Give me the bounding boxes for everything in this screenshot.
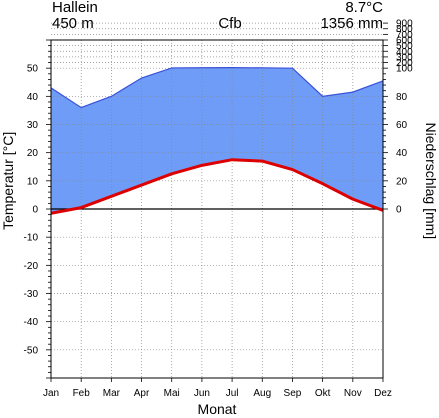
y2-axis-label: Niederschlag [mm]: [423, 122, 439, 239]
y-tick-label: 10: [27, 176, 39, 187]
y2-tick-label: 0: [396, 205, 402, 216]
y-tick-label: -40: [24, 317, 39, 328]
lines-layer: [50, 67, 384, 215]
y-tick-label: 30: [27, 120, 39, 131]
y2-tick-label: 500: [396, 41, 413, 52]
x-tick-label: Sep: [284, 388, 302, 399]
y2-tick-label: 600: [396, 36, 413, 47]
x-tick-label: Jan: [43, 388, 59, 399]
x-tick-label: Feb: [73, 388, 91, 399]
y-tick-label: -10: [24, 233, 39, 244]
temperature-line: [50, 158, 384, 215]
y-tick-label: 0: [32, 205, 38, 216]
y-tick-label: 20: [27, 148, 39, 159]
y2-tick-label: 40: [396, 148, 408, 159]
climate-classification: Cfb: [218, 15, 242, 32]
x-tick-label: Jun: [194, 388, 210, 399]
y2-tick-label: 100: [396, 64, 413, 75]
y2-tick-label: 400: [396, 47, 413, 58]
x-tick-label: Mai: [164, 388, 180, 399]
x-tick-label: Apr: [134, 388, 150, 399]
annual-mean-temperature: 8.7°C: [345, 0, 383, 16]
x-tick-label: Okt: [315, 388, 331, 399]
x-tick-label: Jul: [226, 388, 239, 399]
annual-precipitation: 1356 mm: [320, 15, 383, 32]
y2-tick-label: 800: [396, 24, 413, 35]
y2-tick-label: 20: [396, 176, 408, 187]
x-tick-label: Mar: [103, 388, 121, 399]
x-tick-label: Nov: [344, 388, 362, 399]
x-tick-label: Dez: [374, 388, 392, 399]
y-tick-label: 50: [27, 64, 39, 75]
x-tick-label: Aug: [253, 388, 271, 399]
station-elevation: 450 m: [52, 15, 94, 32]
y2-tick-label: 700: [396, 30, 413, 41]
y2-tick-label: 80: [396, 92, 408, 103]
y-tick-label: -30: [24, 289, 39, 300]
y2-tick-label: 300: [396, 52, 413, 63]
fill-layer: [51, 67, 383, 214]
y2-tick-label: 900: [396, 19, 413, 30]
precipitation-line: [50, 67, 384, 109]
axes-layer: -50-40-30-20-100102030405002040608010020…: [24, 19, 414, 399]
y2-tick-label: 60: [396, 120, 408, 131]
y-axis-label: Temperatur [°C]: [0, 132, 16, 230]
station-name: Hallein: [52, 0, 98, 16]
humid-area: [51, 68, 383, 214]
x-axis-label: Monat: [198, 401, 237, 417]
y2-tick-label: 200: [396, 58, 413, 69]
y-tick-label: 40: [27, 92, 39, 103]
y-tick-label: -50: [24, 345, 39, 356]
y-tick-label: -20: [24, 261, 39, 272]
